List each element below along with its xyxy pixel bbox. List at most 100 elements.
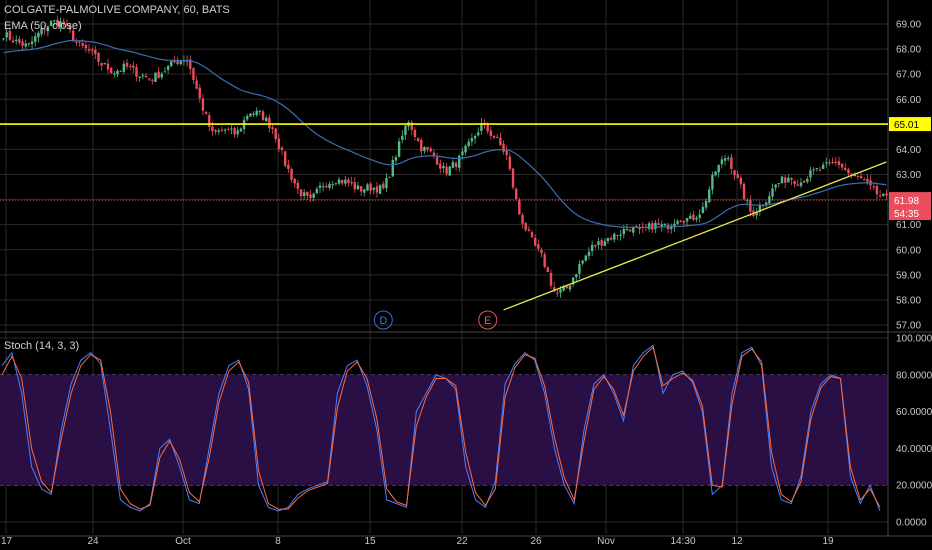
candle bbox=[787, 174, 790, 183]
candle bbox=[410, 119, 413, 136]
candle bbox=[236, 126, 239, 138]
candle bbox=[382, 181, 385, 190]
candle bbox=[717, 164, 720, 178]
candle bbox=[176, 56, 179, 66]
candle bbox=[584, 254, 588, 262]
candle bbox=[325, 182, 328, 189]
dividend-marker[interactable]: D bbox=[373, 310, 393, 330]
candle bbox=[53, 19, 56, 26]
candle bbox=[426, 146, 429, 153]
stoch-d-line bbox=[1, 346, 881, 510]
candle bbox=[628, 229, 632, 232]
candle bbox=[755, 207, 758, 220]
candle bbox=[812, 167, 815, 175]
candle bbox=[217, 128, 220, 135]
candle bbox=[796, 179, 800, 187]
price-tick-label: 63.00 bbox=[896, 170, 921, 181]
candle bbox=[590, 240, 594, 256]
candle bbox=[84, 41, 88, 53]
candle bbox=[682, 220, 686, 226]
time-tick-label: 15 bbox=[364, 536, 376, 547]
candle bbox=[752, 206, 755, 218]
candle bbox=[771, 183, 774, 201]
candle bbox=[492, 135, 496, 140]
price-tick-label: 68.00 bbox=[896, 45, 921, 56]
candle bbox=[663, 223, 667, 227]
candle bbox=[195, 75, 198, 90]
candle bbox=[556, 288, 559, 297]
candle bbox=[404, 124, 407, 140]
candle bbox=[391, 155, 394, 177]
candle bbox=[429, 146, 432, 153]
candle bbox=[198, 83, 201, 103]
candle bbox=[530, 229, 534, 238]
candle bbox=[157, 66, 160, 79]
candle bbox=[204, 110, 208, 115]
symbol-legend[interactable]: COLGATE-PALMOLIVE COMPANY, 60, BATS bbox=[4, 4, 230, 16]
stoch-band bbox=[0, 374, 888, 486]
candle bbox=[141, 73, 145, 80]
candle bbox=[280, 145, 284, 156]
candle bbox=[578, 260, 581, 279]
candle bbox=[723, 154, 727, 166]
candle bbox=[809, 166, 812, 182]
candle bbox=[284, 150, 287, 168]
resistance-badge bbox=[889, 117, 931, 132]
earnings-marker[interactable]: E bbox=[478, 310, 498, 330]
candle bbox=[840, 163, 844, 171]
candle bbox=[882, 193, 885, 198]
candle bbox=[742, 182, 746, 200]
candle bbox=[397, 137, 401, 158]
candle bbox=[704, 198, 708, 211]
candle bbox=[214, 128, 217, 135]
candle bbox=[220, 126, 224, 133]
price-tick-label: 69.00 bbox=[896, 20, 921, 31]
candle bbox=[11, 36, 15, 43]
time-tick-label: 26 bbox=[530, 536, 542, 547]
candle bbox=[420, 138, 423, 157]
candle bbox=[736, 170, 739, 179]
candle bbox=[442, 162, 445, 173]
candle bbox=[499, 132, 502, 146]
candle bbox=[831, 157, 834, 165]
candle bbox=[423, 146, 426, 154]
candle bbox=[94, 45, 97, 60]
candle bbox=[806, 176, 809, 184]
candle bbox=[467, 138, 470, 149]
candle bbox=[8, 26, 12, 41]
trend-line[interactable] bbox=[503, 161, 887, 311]
candle bbox=[847, 167, 850, 177]
candle bbox=[647, 221, 651, 232]
candle bbox=[818, 166, 822, 172]
candle bbox=[315, 186, 319, 194]
candle bbox=[299, 189, 303, 201]
candle bbox=[768, 191, 771, 205]
candle bbox=[543, 251, 546, 269]
candle bbox=[40, 27, 43, 37]
candle bbox=[502, 140, 505, 155]
candle bbox=[334, 182, 338, 186]
candle bbox=[132, 61, 135, 74]
candle bbox=[666, 222, 670, 234]
candle bbox=[116, 69, 119, 78]
candle bbox=[568, 284, 572, 293]
candle bbox=[138, 76, 141, 82]
candle bbox=[692, 211, 695, 222]
candle bbox=[46, 25, 50, 37]
candle bbox=[863, 177, 866, 181]
candle bbox=[651, 220, 654, 233]
candle bbox=[170, 60, 173, 68]
candle bbox=[255, 107, 258, 118]
candle bbox=[274, 127, 277, 143]
candle bbox=[239, 127, 243, 133]
candle bbox=[793, 179, 796, 188]
candle bbox=[407, 120, 410, 131]
candle bbox=[689, 212, 692, 220]
stoch-legend[interactable]: Stoch (14, 3, 3) bbox=[4, 340, 80, 352]
candle bbox=[825, 157, 828, 168]
candle bbox=[271, 124, 274, 134]
ema-legend[interactable]: EMA (50, close) bbox=[4, 20, 82, 32]
candle bbox=[676, 219, 679, 226]
candle bbox=[43, 25, 46, 36]
